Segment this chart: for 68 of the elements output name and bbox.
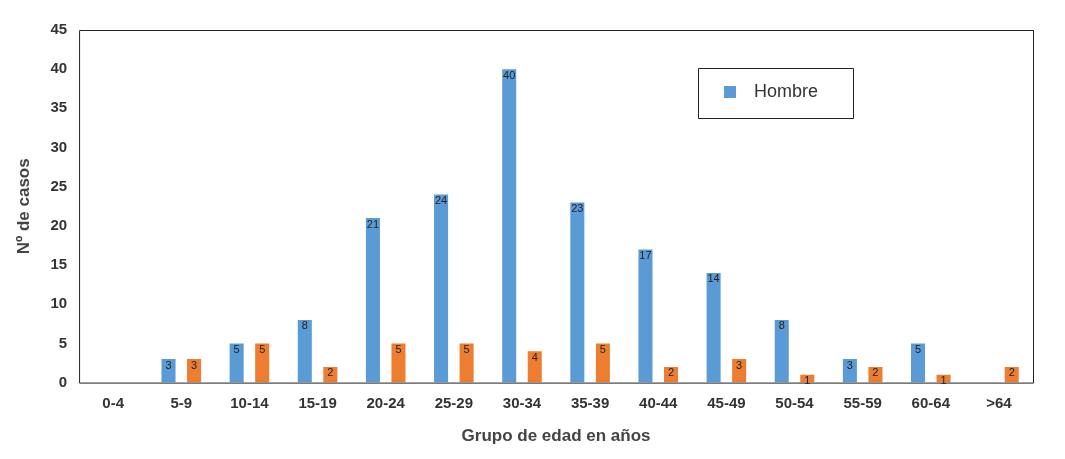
x-tick-label: 45-49 xyxy=(707,393,746,411)
x-tick-label: 10-14 xyxy=(230,393,270,411)
x-tick-label: 55-59 xyxy=(843,393,882,411)
data-label: 5 xyxy=(914,342,922,355)
bar xyxy=(255,343,270,383)
y-tick-label: 45 xyxy=(50,20,68,38)
data-label: 4 xyxy=(531,350,538,363)
y-tick-label: 35 xyxy=(50,98,68,116)
bar xyxy=(706,272,721,383)
x-tick-label: 25-29 xyxy=(434,393,474,411)
data-label: 14 xyxy=(707,272,720,285)
bar xyxy=(459,343,474,383)
bar xyxy=(391,343,406,383)
x-tick-label: 20-24 xyxy=(366,393,406,411)
bar xyxy=(595,343,610,383)
x-tick-label: >64 xyxy=(986,393,1013,411)
data-label: 2 xyxy=(667,366,675,379)
y-tick-label: 30 xyxy=(50,137,68,155)
bar xyxy=(229,343,244,383)
x-tick-label: 5-9 xyxy=(170,393,193,411)
bar xyxy=(527,351,542,383)
data-label: 40 xyxy=(503,68,516,81)
data-label: 23 xyxy=(571,201,584,214)
x-tick-label: 0-4 xyxy=(102,393,125,411)
bar xyxy=(365,218,380,383)
x-tick-label: 60-64 xyxy=(911,393,951,411)
data-label: 17 xyxy=(639,248,652,261)
y-tick-label: 15 xyxy=(50,255,68,273)
data-label: 5 xyxy=(463,342,470,355)
y-tick-label: 5 xyxy=(58,333,68,351)
bar xyxy=(434,194,449,383)
x-tick-label: 15-19 xyxy=(298,393,337,411)
data-label: 2 xyxy=(872,366,879,379)
data-label: 1 xyxy=(940,374,947,387)
bar xyxy=(910,343,926,383)
bar xyxy=(297,319,312,383)
data-label: 3 xyxy=(736,358,743,371)
data-label: 5 xyxy=(599,342,606,355)
y-tick-label: 0 xyxy=(58,372,68,390)
data-label: 21 xyxy=(366,217,380,230)
y-tick-label: 25 xyxy=(50,176,68,194)
data-label: 3 xyxy=(191,358,198,371)
x-tick-label: 50-54 xyxy=(775,393,815,411)
data-label: 1 xyxy=(804,374,811,387)
data-label: 24 xyxy=(434,194,448,207)
data-label: 3 xyxy=(165,358,172,371)
bar xyxy=(502,69,517,383)
legend-label: Hombre xyxy=(754,80,819,101)
data-label: 8 xyxy=(778,319,785,332)
data-label: 3 xyxy=(846,358,853,371)
bar xyxy=(638,249,653,383)
y-axis-title: Nº de casos xyxy=(13,158,33,255)
x-tick-label: 40-44 xyxy=(639,393,679,411)
bar xyxy=(774,319,789,383)
y-tick-label: 10 xyxy=(50,294,68,312)
y-tick-label: 20 xyxy=(50,216,68,234)
data-label: 5 xyxy=(395,342,402,355)
x-axis-title: Grupo de edad en años xyxy=(461,426,651,446)
y-tick-label: 40 xyxy=(50,59,68,77)
bar xyxy=(570,202,585,383)
data-label: 5 xyxy=(233,342,240,355)
data-label: 5 xyxy=(259,342,266,355)
data-label: 8 xyxy=(301,319,308,332)
x-tick-label: 30-34 xyxy=(502,393,542,411)
bar xyxy=(161,359,176,383)
data-label: 2 xyxy=(1008,366,1015,379)
data-label: 2 xyxy=(327,366,334,379)
x-tick-label: 35-39 xyxy=(570,393,610,411)
